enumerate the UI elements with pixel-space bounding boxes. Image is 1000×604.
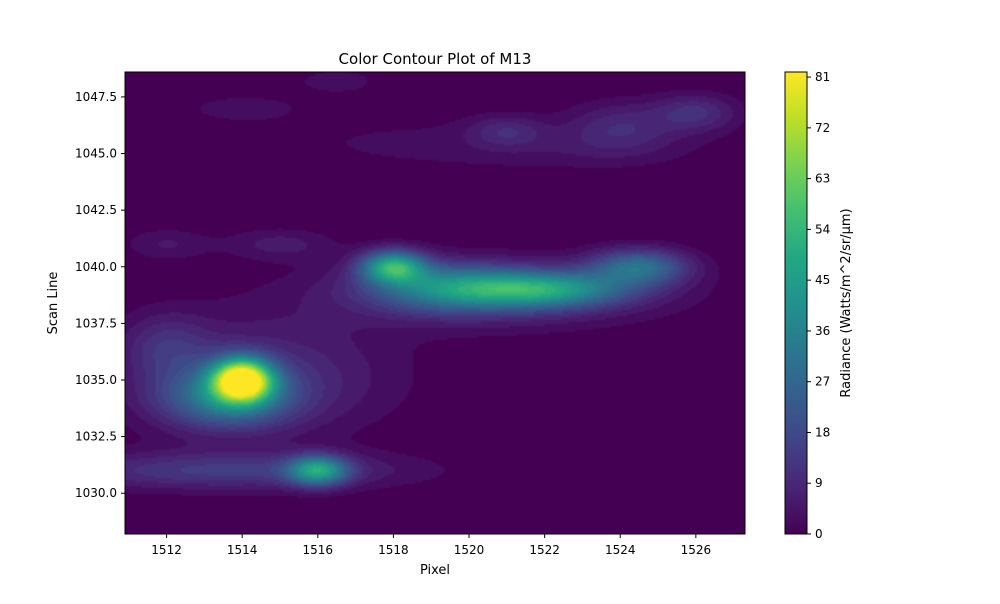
colorbar-tick-label: 27 [815, 375, 830, 389]
y-tick-label: 1035.0 [75, 373, 117, 387]
x-axis-label: Pixel [420, 563, 450, 578]
colorbar-ticks: 0 9 18 27 36 45 54 63 72 81 [807, 70, 830, 541]
colorbar-tick-label: 72 [815, 121, 830, 135]
y-tick-label: 1037.5 [75, 316, 117, 330]
colorbar-gradient [785, 72, 807, 534]
x-tick-label: 1520 [454, 543, 485, 557]
colorbar: 0 9 18 27 36 45 54 63 72 81 Radiance (Watts/m^2/s… [784, 70, 854, 541]
colorbar-tick-label: 81 [815, 70, 830, 84]
y-tick-label: 1040.0 [75, 260, 117, 274]
colorbar-tick-label: 18 [815, 425, 830, 439]
y-axis-label: Scan Line [46, 272, 61, 335]
x-tick-label: 1512 [151, 543, 182, 557]
x-tick-label: 1518 [378, 543, 409, 557]
y-tick-label: 1042.5 [75, 203, 117, 217]
y-tick-label: 1047.5 [75, 90, 117, 104]
x-tick-label: 1516 [303, 543, 334, 557]
plot-area [124, 71, 746, 535]
x-axis: 1512 1514 1516 1518 1520 1522 1524 1526 [151, 534, 711, 557]
y-tick-label: 1045.0 [75, 147, 117, 161]
y-tick-label: 1030.0 [75, 486, 117, 500]
y-axis: 1030.0 1032.5 1035.0 1037.5 1040.0 1042.5 1045… [75, 90, 125, 500]
heatmap-fill [125, 72, 745, 534]
x-tick-label: 1524 [605, 543, 636, 557]
y-tick-label: 1032.5 [75, 430, 117, 444]
colorbar-tick-label: 45 [815, 273, 830, 287]
x-tick-label: 1514 [227, 543, 258, 557]
x-tick-label: 1522 [529, 543, 560, 557]
x-tick-label: 1526 [681, 543, 712, 557]
colorbar-tick-label: 36 [815, 324, 830, 338]
colorbar-tick-label: 9 [815, 476, 823, 490]
colorbar-frame [784, 71, 808, 535]
colorbar-tick-label: 63 [815, 172, 830, 186]
colorbar-tick-label: 54 [815, 222, 830, 236]
colorbar-label: Radiance (Watts/m^2/sr/µm) [839, 208, 854, 397]
chart-title: Color Contour Plot of M13 [339, 50, 532, 68]
colorbar-tick-label: 0 [815, 527, 823, 541]
plot-frame [124, 71, 746, 535]
